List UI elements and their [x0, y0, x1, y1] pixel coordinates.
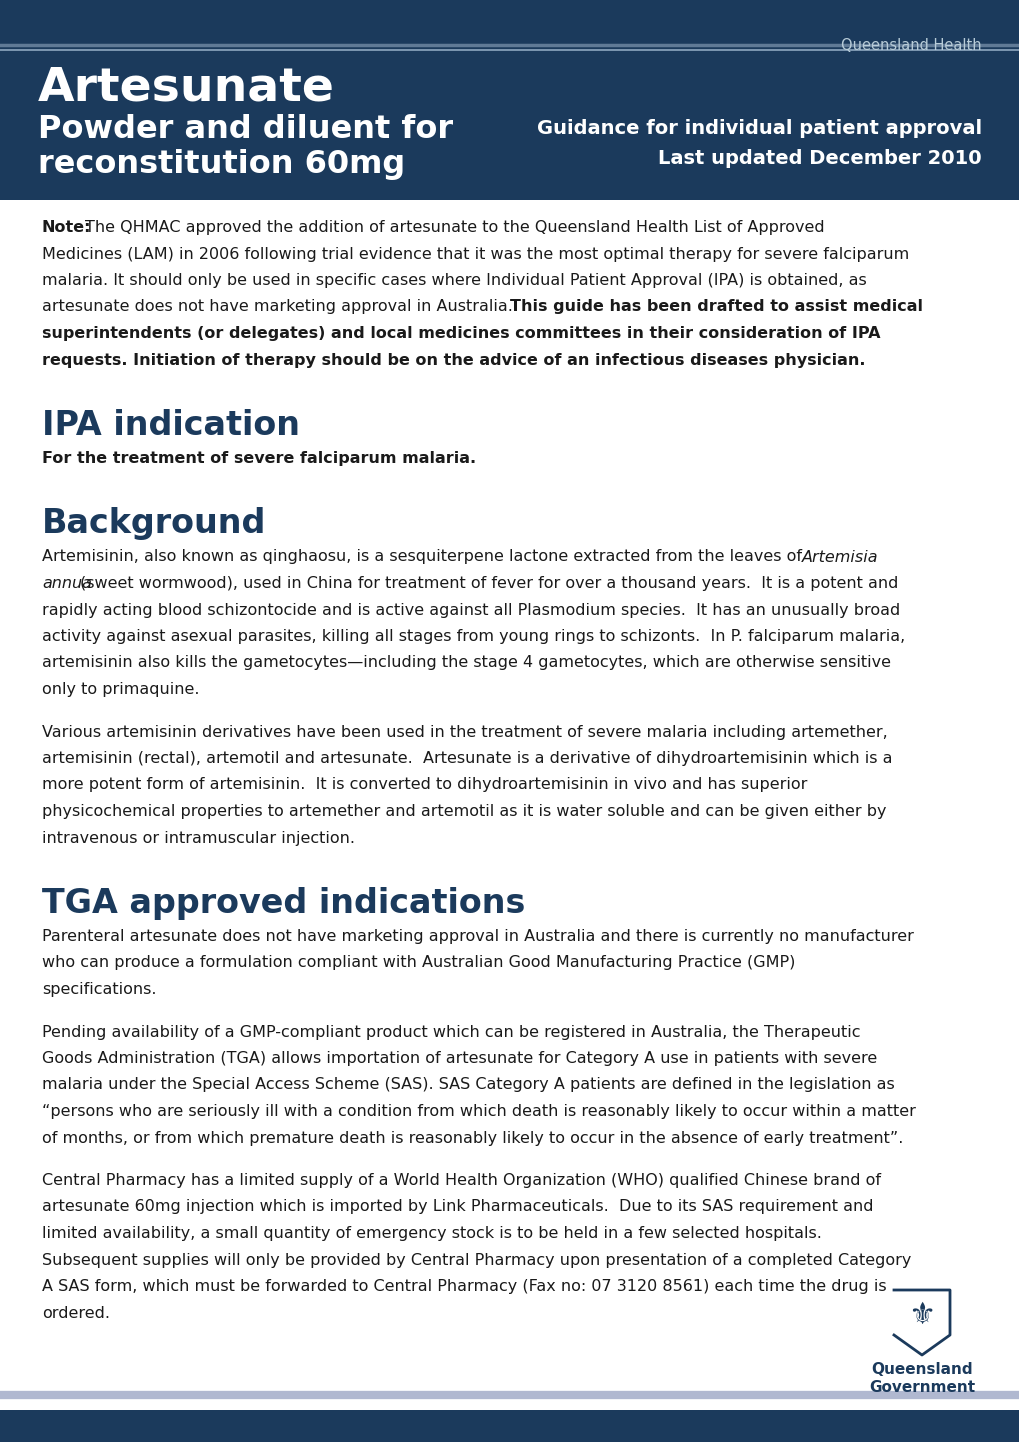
Text: A SAS form, which must be forwarded to Central Pharmacy (Fax no: 07 3120 8561) e: A SAS form, which must be forwarded to C…	[42, 1279, 886, 1293]
Text: Powder and diluent for: Powder and diluent for	[38, 114, 452, 146]
Bar	[0, 1410, 1019, 1442]
Polygon shape	[893, 1291, 949, 1355]
Text: Artemisinin, also known as qinghaosu, is a sesquiterpene lactone extracted from : Artemisinin, also known as qinghaosu, is…	[42, 549, 806, 564]
Text: Note:: Note:	[42, 221, 92, 235]
Text: TGA approved indications: TGA approved indications	[42, 887, 525, 920]
Text: IPA indication: IPA indication	[42, 410, 300, 443]
Text: ⚜: ⚜	[908, 1301, 934, 1330]
Text: of months, or from which premature death is reasonably likely to occur in the ab: of months, or from which premature death…	[42, 1131, 903, 1145]
Text: Guidance for individual patient approval: Guidance for individual patient approval	[536, 118, 981, 137]
Text: activity against asexual parasites, killing all stages from young rings to schiz: activity against asexual parasites, kill…	[42, 629, 905, 645]
Text: artemisinin also kills the gametocytes—including the stage 4 gametocytes, which : artemisinin also kills the gametocytes—i…	[42, 656, 891, 671]
Text: Queensland: Queensland	[870, 1363, 972, 1377]
Text: Pending availability of a GMP-compliant product which can be registered in Austr: Pending availability of a GMP-compliant …	[42, 1024, 860, 1040]
Text: Last updated December 2010: Last updated December 2010	[657, 149, 981, 167]
Text: Parenteral artesunate does not have marketing approval in Australia and there is: Parenteral artesunate does not have mark…	[42, 929, 913, 945]
Text: intravenous or intramuscular injection.: intravenous or intramuscular injection.	[42, 831, 355, 845]
Text: (sweet wormwood), used in China for treatment of fever for over a thousand years: (sweet wormwood), used in China for trea…	[79, 575, 898, 591]
Text: rapidly acting blood schizontocide and is active against all Plasmodium species.: rapidly acting blood schizontocide and i…	[42, 603, 900, 617]
Text: who can produce a formulation compliant with Australian Good Manufacturing Pract: who can produce a formulation compliant …	[42, 956, 795, 970]
Text: Goods Administration (TGA) allows importation of artesunate for Category A use i: Goods Administration (TGA) allows import…	[42, 1051, 876, 1066]
Text: For the treatment of severe falciparum malaria.: For the treatment of severe falciparum m…	[42, 451, 476, 466]
Text: The QHMAC approved the addition of artesunate to the Queensland Health List of A: The QHMAC approved the addition of artes…	[85, 221, 823, 235]
Text: Subsequent supplies will only be provided by Central Pharmacy upon presentation : Subsequent supplies will only be provide…	[42, 1253, 911, 1268]
Text: malaria under the Special Access Scheme (SAS). SAS Category A patients are defin: malaria under the Special Access Scheme …	[42, 1077, 894, 1093]
Text: malaria. It should only be used in specific cases where Individual Patient Appro: malaria. It should only be used in speci…	[42, 273, 866, 288]
Text: more potent form of artemisinin.  It is converted to dihydroartemisinin in vivo : more potent form of artemisinin. It is c…	[42, 777, 807, 793]
Text: Various artemisinin derivatives have been used in the treatment of severe malari: Various artemisinin derivatives have bee…	[42, 724, 887, 740]
Text: Artesunate: Artesunate	[38, 65, 334, 111]
Text: artesunate does not have marketing approval in Australia.: artesunate does not have marketing appro…	[42, 300, 518, 314]
Text: only to primaquine.: only to primaquine.	[42, 682, 200, 696]
Text: Artemisia: Artemisia	[801, 549, 877, 564]
Text: Medicines (LAM) in 2006 following trial evidence that it was the most optimal th: Medicines (LAM) in 2006 following trial …	[42, 247, 908, 261]
Text: annua: annua	[42, 575, 92, 591]
Text: artesunate 60mg injection which is imported by Link Pharmaceuticals.  Due to its: artesunate 60mg injection which is impor…	[42, 1200, 872, 1214]
Text: limited availability, a small quantity of emergency stock is to be held in a few: limited availability, a small quantity o…	[42, 1226, 821, 1242]
Text: Government: Government	[868, 1380, 974, 1394]
Text: superintendents (or delegates) and local medicines committees in their considera: superintendents (or delegates) and local…	[42, 326, 879, 340]
Text: physicochemical properties to artemether and artemotil as it is water soluble an: physicochemical properties to artemether…	[42, 805, 886, 819]
Text: artemisinin (rectal), artemotil and artesunate.  Artesunate is a derivative of d: artemisinin (rectal), artemotil and arte…	[42, 751, 892, 766]
Text: reconstitution 60mg: reconstitution 60mg	[38, 150, 405, 180]
Text: Central Pharmacy has a limited supply of a World Health Organization (WHO) quali: Central Pharmacy has a limited supply of…	[42, 1172, 880, 1188]
Text: This guide has been drafted to assist medical: This guide has been drafted to assist me…	[510, 300, 922, 314]
Text: specifications.: specifications.	[42, 982, 156, 996]
Text: “persons who are seriously ill with a condition from which death is reasonably l: “persons who are seriously ill with a co…	[42, 1105, 915, 1119]
Text: ordered.: ordered.	[42, 1305, 110, 1321]
Text: Queensland Health: Queensland Health	[841, 37, 981, 52]
Bar	[0, 0, 1019, 200]
Text: requests. Initiation of therapy should be on the advice of an infectious disease: requests. Initiation of therapy should b…	[42, 352, 865, 368]
Text: Background: Background	[42, 508, 266, 541]
